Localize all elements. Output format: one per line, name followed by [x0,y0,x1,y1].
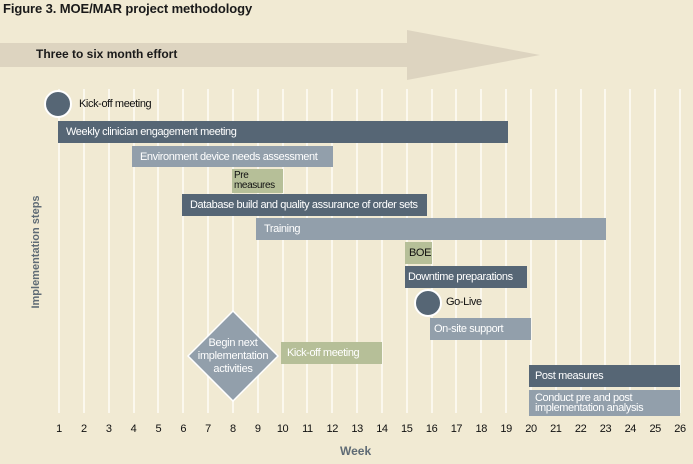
gridline [58,89,60,413]
gridline [132,89,135,413]
gridline [306,89,309,413]
week-tick: 18 [475,423,488,435]
figure-title: Figure 3. MOE/MAR project methodology [3,1,253,16]
gridline [529,89,532,413]
task-downtime-preparations: Downtime preparations [405,266,527,288]
gridline [679,89,681,413]
week-tick: 11 [302,423,313,435]
week-tick: 4 [130,423,137,435]
gridline [331,89,334,413]
gridline [256,89,259,413]
week-tick: 23 [599,423,612,435]
gridline [157,89,160,413]
gridline [356,89,359,413]
week-tick: 22 [574,423,587,435]
effort-arrow [0,30,540,80]
week-tick: 3 [105,423,112,435]
week-tick: 8 [230,423,236,435]
gridline [182,89,185,413]
x-axis-label: Week [340,444,372,458]
kickoff-milestone-icon [44,90,72,118]
week-tick: 25 [649,423,661,435]
task-kickoff-meeting-2: Kick-off meeting [281,342,382,364]
task-pre-measures: Pre measures [232,169,283,193]
task-database-build: Database build and quality assurance of … [182,194,427,216]
week-tick: 15 [401,423,413,435]
week-tick: 24 [624,423,637,435]
gridline [231,89,234,413]
week-tick: 14 [376,423,388,435]
task-weekly-meeting: Weekly clinician engagement meeting [58,121,508,143]
next-implementation-label: Begin next implementation activities [197,337,269,375]
task-environment-assessment: Environment device needs assessment [132,146,333,167]
week-tick: 2 [80,423,87,435]
gridline [579,89,582,413]
week-tick: 1 [56,423,62,435]
golive-milestone-label: Go-Live [446,296,482,308]
y-axis-label: Implementation steps [30,195,42,309]
week-tick: 17 [450,423,463,435]
task-boe: BOE [405,242,432,264]
week-tick: 10 [276,423,289,435]
gridline [654,89,657,413]
week-tick: 7 [205,423,211,435]
gridline [604,89,607,413]
kickoff-milestone-label: Kick-off meeting [79,98,152,110]
gridline [107,89,110,413]
gridline [281,89,284,413]
golive-milestone-icon [414,289,442,317]
week-tick: 5 [155,423,162,435]
gridline [380,89,383,413]
task-onsite-support: On-site support [430,318,531,340]
next-implementation-decision-icon [187,310,279,402]
week-tick: 13 [351,423,363,435]
gridline [480,89,483,413]
week-tick: 19 [500,423,512,435]
week-tick: 26 [674,423,686,435]
gridline [207,89,210,413]
gridline [505,89,508,413]
week-tick: 9 [254,423,261,435]
week-tick: 6 [180,423,187,435]
effort-label: Three to six month effort [36,47,178,61]
week-tick: 20 [525,423,537,435]
task-post-measures: Post measures [529,365,680,387]
gridline [629,89,632,413]
week-tick: 16 [425,423,438,435]
week-tick: 12 [326,423,339,435]
gridline [455,89,458,413]
gridline [554,89,557,413]
task-pre-post-analysis: Conduct pre and post implementation anal… [529,390,680,416]
week-tick: 21 [550,423,562,435]
gridline [82,89,85,413]
task-training: Training [256,218,606,240]
